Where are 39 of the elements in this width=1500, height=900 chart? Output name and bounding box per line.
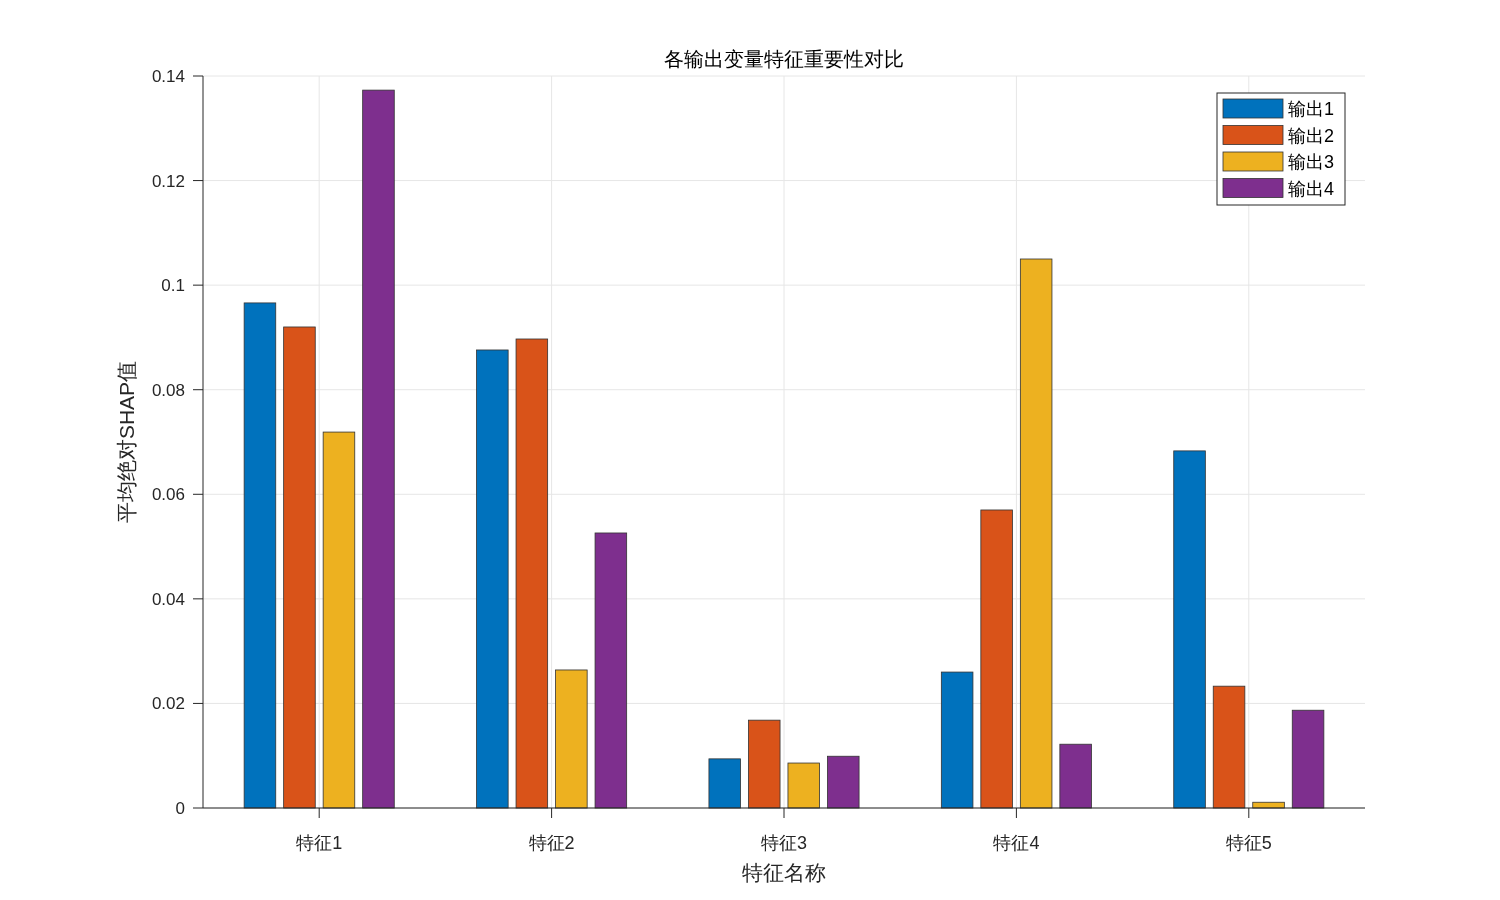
y-tick-label: 0.04 <box>151 589 185 609</box>
bar <box>1059 743 1092 809</box>
x-axis-title: 特征名称 <box>742 861 826 884</box>
bar <box>940 671 974 809</box>
bar <box>243 302 277 809</box>
bar <box>555 669 588 809</box>
bar <box>980 509 1013 809</box>
y-tick-label: 0.12 <box>151 171 185 191</box>
bar <box>787 762 820 809</box>
legend-label: 输出1 <box>1288 99 1335 120</box>
y-tick-label: 0.06 <box>151 485 185 505</box>
y-tick-label: 0 <box>175 798 185 818</box>
legend-label: 输出4 <box>1288 178 1335 199</box>
y-tick-label: 0.1 <box>161 276 185 296</box>
bar <box>594 532 628 809</box>
legend-label: 输出3 <box>1288 152 1335 173</box>
bar <box>708 758 741 809</box>
chart-title: 各输出变量特征重要性对比 <box>664 48 904 70</box>
legend-label: 输出2 <box>1288 125 1335 146</box>
x-tick-label: 特征4 <box>993 833 1040 853</box>
y-tick-label: 0.02 <box>151 694 185 714</box>
bar <box>1212 685 1246 809</box>
bar <box>1173 450 1206 809</box>
y-axis-title: 平均绝对SHAP值 <box>115 360 138 524</box>
bar <box>322 431 356 809</box>
x-tick-label: 特征3 <box>760 833 808 853</box>
x-tick-label: 特征5 <box>1225 833 1272 853</box>
y-tick-label: 0.14 <box>151 66 185 86</box>
bar <box>362 89 395 809</box>
bar <box>515 338 549 809</box>
bar <box>476 349 509 809</box>
bar <box>748 719 781 809</box>
bar <box>1291 709 1325 809</box>
bar <box>1019 258 1053 809</box>
x-tick-label: 特征1 <box>296 833 343 853</box>
x-tick-label: 特征2 <box>528 833 575 853</box>
bar <box>283 326 316 809</box>
bar <box>827 755 860 809</box>
y-tick-label: 0.08 <box>151 380 185 400</box>
